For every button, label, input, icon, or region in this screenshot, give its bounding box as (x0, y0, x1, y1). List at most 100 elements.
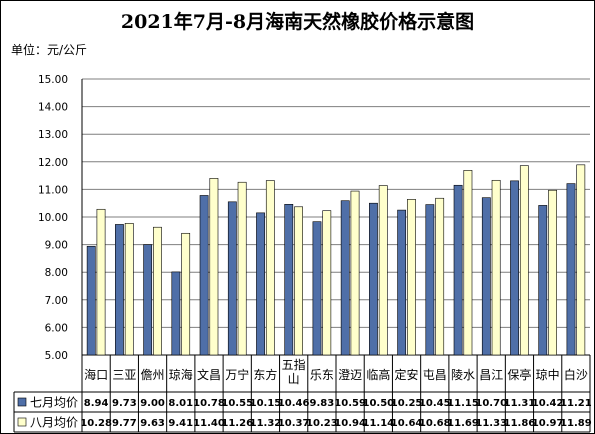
bar-august (124, 223, 134, 356)
data-label: 10.45 (419, 398, 451, 409)
bar-july (284, 204, 294, 356)
y-tick-label: 7.00 (45, 295, 68, 307)
data-label: 9.00 (140, 398, 165, 409)
data-label: 11.21 (560, 398, 592, 409)
data-label: 10.59 (334, 398, 366, 409)
x-tick-label: 乐东 (310, 368, 334, 382)
bar-july (312, 221, 322, 356)
data-label: 11.89 (560, 418, 592, 429)
bar-july (481, 197, 491, 356)
x-tick-label: 澄迈 (338, 367, 362, 382)
bar-august (463, 170, 473, 356)
data-label: 11.15 (447, 398, 479, 409)
x-tick-label: 东方 (253, 367, 277, 382)
data-label: 10.42 (532, 398, 564, 409)
data-label: 10.97 (532, 418, 564, 429)
bar-july (369, 202, 378, 356)
bar-august (548, 189, 557, 356)
x-tick-label: 白沙 (564, 367, 588, 382)
bar-july (171, 271, 181, 356)
data-label: 11.32 (250, 418, 282, 429)
data-label: 11.33 (475, 418, 507, 429)
data-label: 10.37 (278, 418, 310, 429)
y-tick-label: 11.00 (38, 184, 68, 196)
data-label: 10.94 (334, 418, 366, 429)
bar-july (397, 209, 407, 356)
data-label: 11.40 (193, 418, 225, 429)
y-tick-label: 9.00 (45, 240, 68, 252)
x-tick-label: 昌江 (479, 368, 503, 382)
x-tick-label: 琼海 (169, 367, 193, 382)
y-tick-label: 10.00 (38, 212, 68, 224)
y-tick-label: 5.00 (45, 350, 68, 362)
data-label: 10.68 (419, 418, 451, 429)
y-tick-label: 6.00 (45, 322, 68, 334)
bar-july (115, 224, 124, 356)
bar-august (491, 179, 501, 356)
data-label: 9.77 (112, 418, 137, 429)
bar-august (96, 208, 106, 356)
y-tick-label: 14.00 (38, 102, 68, 114)
data-label: 9.83 (310, 398, 335, 409)
data-label: 10.70 (475, 398, 507, 409)
bar-august (322, 210, 332, 356)
bar-august (209, 178, 219, 356)
legend-label-july: 七月均价 (30, 396, 78, 410)
data-label: 8.01 (168, 398, 193, 409)
data-label: 10.15 (250, 398, 282, 409)
data-label: 10.78 (193, 398, 225, 409)
x-tick-label: 临高 (366, 367, 390, 382)
bar-august (237, 181, 247, 356)
bar-july (227, 201, 237, 356)
bar-july (538, 205, 548, 356)
bar-august (350, 190, 360, 356)
x-tick-label: 五指山 (282, 357, 306, 386)
bar-august (378, 185, 388, 356)
data-label: 10.50 (363, 398, 395, 409)
y-tick-label: 15.00 (38, 74, 68, 86)
data-label: 10.25 (391, 398, 423, 409)
legend-label-august: 八月均价 (30, 416, 78, 430)
bar-august (576, 164, 586, 356)
bar-july (510, 180, 519, 356)
bar-july (425, 204, 435, 356)
bar-july (340, 200, 350, 356)
chart-title: 2021年7月-8月海南天然橡胶价格示意图 (120, 11, 475, 33)
y-tick-label: 8.00 (45, 267, 68, 279)
x-tick-label: 万宁 (225, 367, 249, 382)
x-tick-label: 定安 (395, 367, 419, 382)
x-tick-label: 海口 (84, 367, 108, 382)
bar-august (519, 165, 529, 356)
x-tick-label: 琼中 (536, 367, 560, 382)
data-label: 10.46 (278, 398, 310, 409)
bar-july (143, 244, 153, 356)
unit-label: 单位：元/公斤 (11, 43, 88, 57)
bar-august (407, 199, 416, 356)
y-tick-label: 12.00 (38, 157, 68, 169)
x-tick-label: 文昌 (197, 367, 221, 382)
x-tick-label: 三亚 (112, 368, 136, 382)
bar-august (435, 197, 445, 356)
bar-july (86, 245, 96, 356)
x-tick-label: 保亭 (507, 367, 531, 382)
bar-august (153, 226, 162, 356)
data-label: 11.14 (363, 418, 395, 429)
bar-august (294, 206, 303, 356)
bar-july (453, 184, 463, 356)
bar-august (265, 180, 275, 356)
data-label: 9.63 (140, 418, 165, 429)
data-label: 9.41 (168, 418, 193, 429)
data-label: 9.73 (112, 398, 137, 409)
data-label: 11.26 (221, 418, 253, 429)
x-tick-label: 屯昌 (423, 368, 447, 382)
data-label: 10.64 (391, 418, 423, 429)
bar-august (181, 232, 191, 356)
legend-key-august (17, 417, 27, 427)
data-label: 11.31 (504, 398, 536, 409)
data-label: 11.86 (504, 418, 536, 429)
x-tick-label: 儋州 (141, 368, 165, 382)
x-tick-label: 陵水 (451, 368, 475, 382)
data-label: 8.94 (84, 398, 109, 409)
bar-july (566, 183, 576, 356)
